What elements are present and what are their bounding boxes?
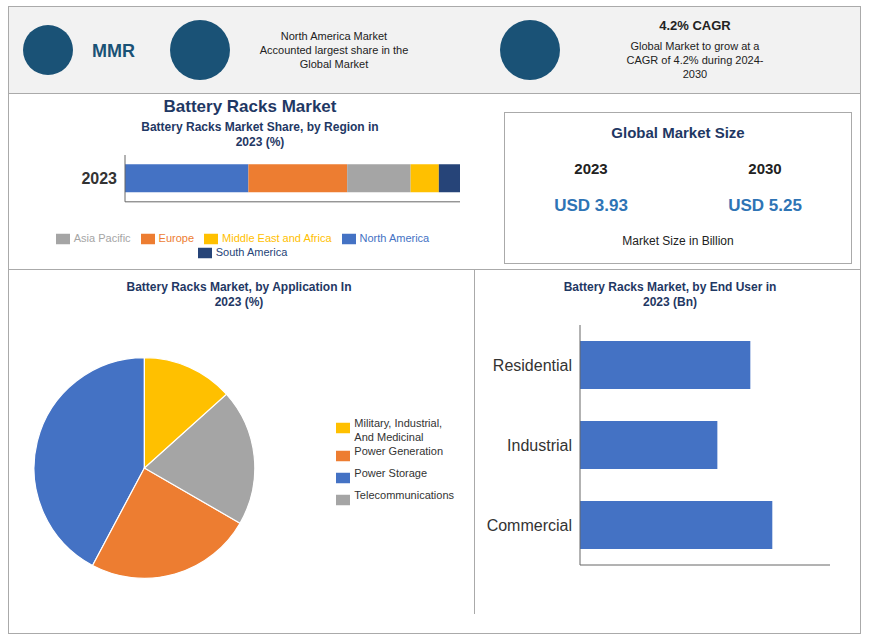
- html-text:Asia Pacific: Asia Pacific: [73, 231, 131, 244]
- svg-text:2023: 2023: [81, 170, 117, 187]
- html-text:North America: North America: [359, 231, 430, 244]
- html-text:Global Market Size: Global Market Size: [611, 124, 745, 141]
- html-text:4.2% CAGR: 4.2% CAGR: [659, 18, 731, 33]
- html-text:Military, Industrial, And Medi: Military, Industrial, And Medicinal: [354, 417, 443, 443]
- html-text:USD 5.25: USD 5.25: [728, 196, 802, 215]
- html-text:South America: South America: [215, 245, 288, 258]
- html-text:Power Storage: Power Storage: [354, 467, 428, 479]
- svg-text:Commercial: Commercial: [487, 517, 572, 534]
- html-text:Power Generation: Power Generation: [354, 445, 443, 457]
- html-text:2030: 2030: [748, 160, 782, 177]
- html-text:Middle East and Africa: Middle East and Africa: [222, 231, 332, 244]
- svg-text:Industrial: Industrial: [507, 437, 572, 454]
- html-text:2023: 2023: [574, 160, 608, 177]
- html-text:Battery Racks Market, by End U: Battery Racks Market, by End User in 202…: [563, 280, 777, 309]
- html-text:Global Market to grow at a CAG: Global Market to grow at a CAGR of 4.2% …: [626, 40, 764, 80]
- html-text:MMR: MMR: [92, 41, 135, 61]
- html-text:Telecommunications: Telecommunications: [354, 489, 454, 501]
- html-text:Battery Racks Market: Battery Racks Market: [163, 97, 337, 116]
- html-text:Battery Racks Market Share, by: Battery Racks Market Share, by Region in…: [141, 120, 379, 149]
- html-text:Market Size in Billion: Market Size in Billion: [622, 234, 734, 248]
- html-text:USD 3.93: USD 3.93: [554, 196, 628, 215]
- html-text:Battery Racks Market, by Appli: Battery Racks Market, by Application In …: [126, 280, 352, 309]
- html-text:Europe: Europe: [158, 231, 195, 244]
- svg-text:Residential: Residential: [493, 357, 572, 374]
- html-text:North America Market Accounted: North America Market Accounted largest s…: [259, 30, 409, 70]
